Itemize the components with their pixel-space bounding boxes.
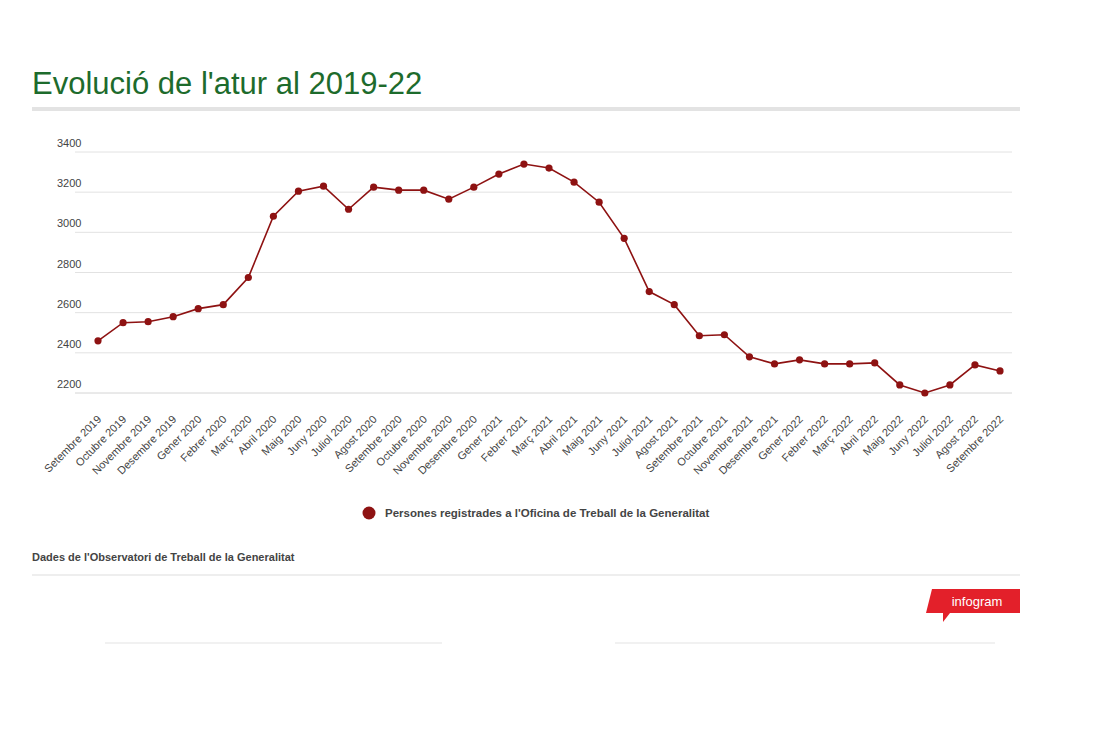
legend-marker: [363, 507, 376, 520]
point: [195, 305, 202, 312]
point: [796, 356, 803, 363]
point: [846, 360, 853, 367]
point: [420, 187, 427, 194]
chart: Evolució de l'atur al 2019-22 2200 2400 260…: [0, 0, 1100, 733]
y-tick-label: 3200: [57, 177, 81, 189]
footer-line: [615, 643, 995, 644]
x-tick-label: Setembre 2022: [944, 413, 1006, 475]
point: [220, 301, 227, 308]
point: [495, 170, 502, 177]
y-tick-label: 2600: [57, 298, 81, 310]
title: Evolució de l'atur al 2019-22: [32, 66, 422, 101]
point: [94, 337, 101, 344]
point: [170, 313, 177, 320]
point: [320, 183, 327, 190]
y-tick-label: 2400: [57, 338, 81, 350]
source: Dades de l'Observatori de Treball de la …: [32, 551, 295, 563]
grid-line: [75, 232, 1012, 233]
point: [395, 187, 402, 194]
y-tick-label: 2800: [57, 258, 81, 270]
grid-line: [75, 272, 1012, 273]
y-tick-label: 3000: [57, 217, 81, 229]
point: [771, 360, 778, 367]
point: [946, 381, 953, 388]
title-rule: [32, 107, 1020, 111]
grid-line: [75, 152, 1012, 153]
point: [996, 367, 1003, 374]
point: [621, 235, 628, 242]
point: [445, 196, 452, 203]
legend-item: Persones registrades a l'Oficina de Treb…: [363, 507, 710, 520]
point: [295, 188, 302, 195]
badge-bg[interactable]: [926, 589, 1020, 622]
y-tick-label: 3400: [57, 137, 81, 149]
footer-rule: [32, 575, 1020, 576]
point: [821, 360, 828, 367]
x-axis-line: [75, 393, 1012, 394]
point: [145, 318, 152, 325]
point: [871, 359, 878, 366]
point: [971, 361, 978, 368]
point: [545, 164, 552, 171]
point: [921, 389, 928, 396]
legend-label: Persones registrades a l'Oficina de Treb…: [385, 507, 709, 519]
grid-line: [75, 312, 1012, 313]
point: [671, 301, 678, 308]
point: [570, 179, 577, 186]
point: [596, 199, 603, 206]
series-line: [98, 164, 1000, 393]
point: [270, 213, 277, 220]
point: [520, 160, 527, 167]
plot-area: [94, 160, 1003, 396]
point: [345, 206, 352, 213]
grid-line: [75, 352, 1012, 353]
point: [470, 184, 477, 191]
footer-line: [105, 643, 442, 644]
point: [245, 274, 252, 281]
point: [646, 288, 653, 295]
point: [696, 332, 703, 339]
point: [896, 381, 903, 388]
badge[interactable]: infogram: [952, 594, 1003, 609]
grid-line: [75, 192, 1012, 193]
y-tick-label: 2200: [57, 378, 81, 390]
point: [746, 353, 753, 360]
point: [721, 331, 728, 338]
point: [370, 184, 377, 191]
grid-line: [75, 393, 1012, 394]
point: [119, 319, 126, 326]
